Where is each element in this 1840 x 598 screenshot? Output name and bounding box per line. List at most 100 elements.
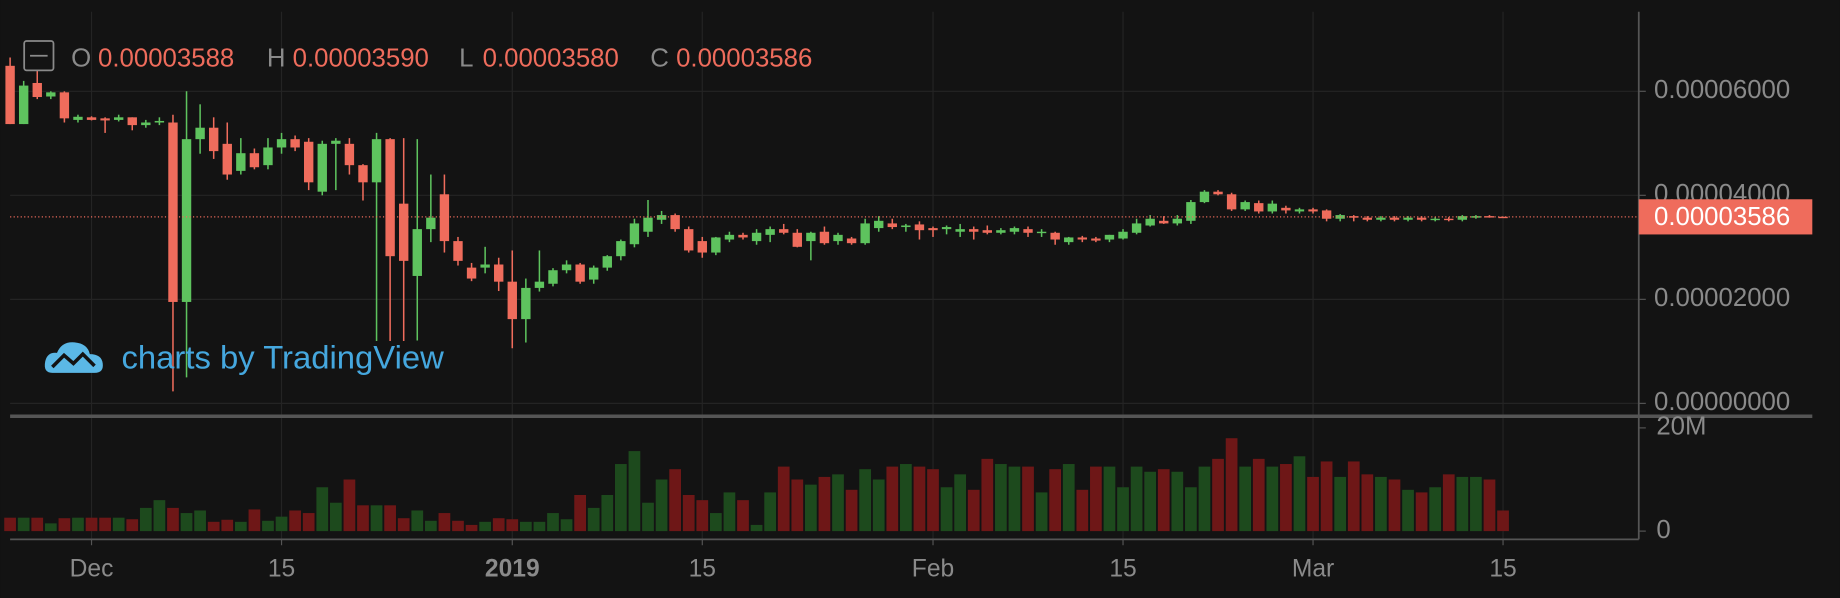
- candle-body: [860, 223, 870, 244]
- candle-body: [236, 153, 246, 171]
- volume-bar: [1334, 476, 1347, 532]
- volume-bar: [424, 520, 437, 532]
- candle-body: [100, 118, 110, 121]
- candle-body: [222, 143, 232, 175]
- candle-body: [684, 229, 694, 251]
- volume-bar: [99, 517, 111, 532]
- volume-bar: [1388, 479, 1401, 532]
- candle-body: [358, 165, 368, 183]
- candle-body: [1064, 237, 1074, 243]
- ohlc-value: 0.00003590: [293, 45, 429, 73]
- volume-bar: [818, 476, 831, 532]
- candle-body: [955, 229, 965, 232]
- candle-body: [439, 194, 450, 242]
- candle-body: [779, 229, 789, 233]
- candle-body: [1457, 216, 1468, 220]
- volume-bar: [655, 479, 668, 532]
- candle-body: [1430, 218, 1440, 221]
- volume-bar: [805, 484, 817, 532]
- candle-body: [643, 217, 653, 232]
- volume-bar: [479, 521, 491, 532]
- volume-bar: [207, 521, 220, 532]
- x-tick-label: Feb: [912, 555, 954, 582]
- volume-bar: [574, 494, 586, 532]
- watermark-text: charts by TradingView: [121, 339, 444, 376]
- candle-body: [589, 267, 599, 280]
- volume-bar: [1361, 474, 1374, 532]
- volume-bar: [1456, 476, 1469, 532]
- candle-body: [168, 122, 178, 302]
- volume-bar: [587, 507, 600, 532]
- candle-body: [1362, 217, 1373, 220]
- volume-bar: [1022, 466, 1034, 532]
- candle-body: [1131, 223, 1142, 233]
- y-tick-label: 0.00006000: [1654, 76, 1790, 104]
- candle-body: [46, 92, 56, 97]
- candle-body: [208, 127, 219, 152]
- volume-bar: [1239, 466, 1252, 532]
- watermark-logo-line: [51, 351, 96, 369]
- candle-body: [1050, 232, 1060, 240]
- candle-body: [941, 227, 952, 230]
- candle-body: [141, 122, 151, 126]
- volume-bar: [791, 479, 804, 532]
- candle-body: [317, 143, 327, 192]
- volume-bar: [343, 479, 356, 532]
- volume-bar: [777, 466, 790, 532]
- volume-bar: [194, 510, 206, 532]
- candle-body: [1091, 238, 1101, 241]
- volume-bar: [72, 517, 84, 532]
- x-tick-label: 15: [689, 555, 716, 582]
- volume-bar: [1062, 464, 1075, 532]
- volume-bar: [859, 469, 872, 532]
- candle-body: [453, 241, 463, 261]
- volume-bar: [601, 494, 614, 532]
- volume-bar: [927, 469, 939, 532]
- volume-bar: [262, 520, 274, 532]
- volume-bar: [1212, 458, 1224, 532]
- candle-body: [195, 127, 205, 140]
- candle-body: [1498, 216, 1508, 219]
- candle-body: [1471, 216, 1481, 218]
- volume-bar: [1049, 469, 1062, 532]
- volume-bar: [44, 523, 57, 532]
- volume-bar: [329, 502, 342, 532]
- candle-body: [32, 82, 42, 98]
- volume-bar: [1171, 471, 1184, 532]
- volume-bar: [289, 510, 301, 532]
- volume-bar: [126, 519, 139, 532]
- candle-body: [697, 241, 707, 253]
- volume-bar: [1035, 492, 1048, 532]
- volume-bar: [1157, 469, 1170, 532]
- volume-bar: [438, 513, 451, 532]
- volume-bar: [560, 519, 573, 532]
- candle-body: [738, 234, 748, 238]
- volume-bar: [737, 500, 749, 532]
- volume-bar: [628, 451, 641, 532]
- volume-bar: [4, 517, 16, 532]
- candle-body: [113, 117, 124, 120]
- volume-bar: [981, 458, 994, 532]
- candle-body: [127, 117, 137, 126]
- candle-body: [154, 120, 165, 123]
- x-tick-label: 15: [268, 555, 295, 582]
- volume-bar: [995, 464, 1007, 532]
- collapse-button[interactable]: [23, 40, 55, 72]
- candle-body: [846, 238, 857, 244]
- candle-body: [86, 117, 97, 120]
- axes: Dec 15 2019 15 Feb 15 Mar 15 0.00000000 0.0000200…: [10, 76, 1813, 582]
- volume-bar: [682, 494, 695, 532]
- ohlc-legend: O 0.00003588 H 0.00003590 L 0.00003580 C 0.0000…: [23, 40, 812, 73]
- ohlc-label: C: [650, 45, 669, 73]
- candle-body: [1145, 218, 1155, 226]
- candle-body: [5, 65, 15, 125]
- volume-bar: [1470, 476, 1482, 532]
- candle-body: [1199, 191, 1210, 203]
- candle-body: [901, 225, 911, 228]
- ohlc-label: L: [459, 45, 473, 73]
- volume-bar: [1008, 466, 1021, 532]
- candle-body: [1294, 209, 1305, 212]
- y-tick-label: 0.00002000: [1654, 284, 1790, 312]
